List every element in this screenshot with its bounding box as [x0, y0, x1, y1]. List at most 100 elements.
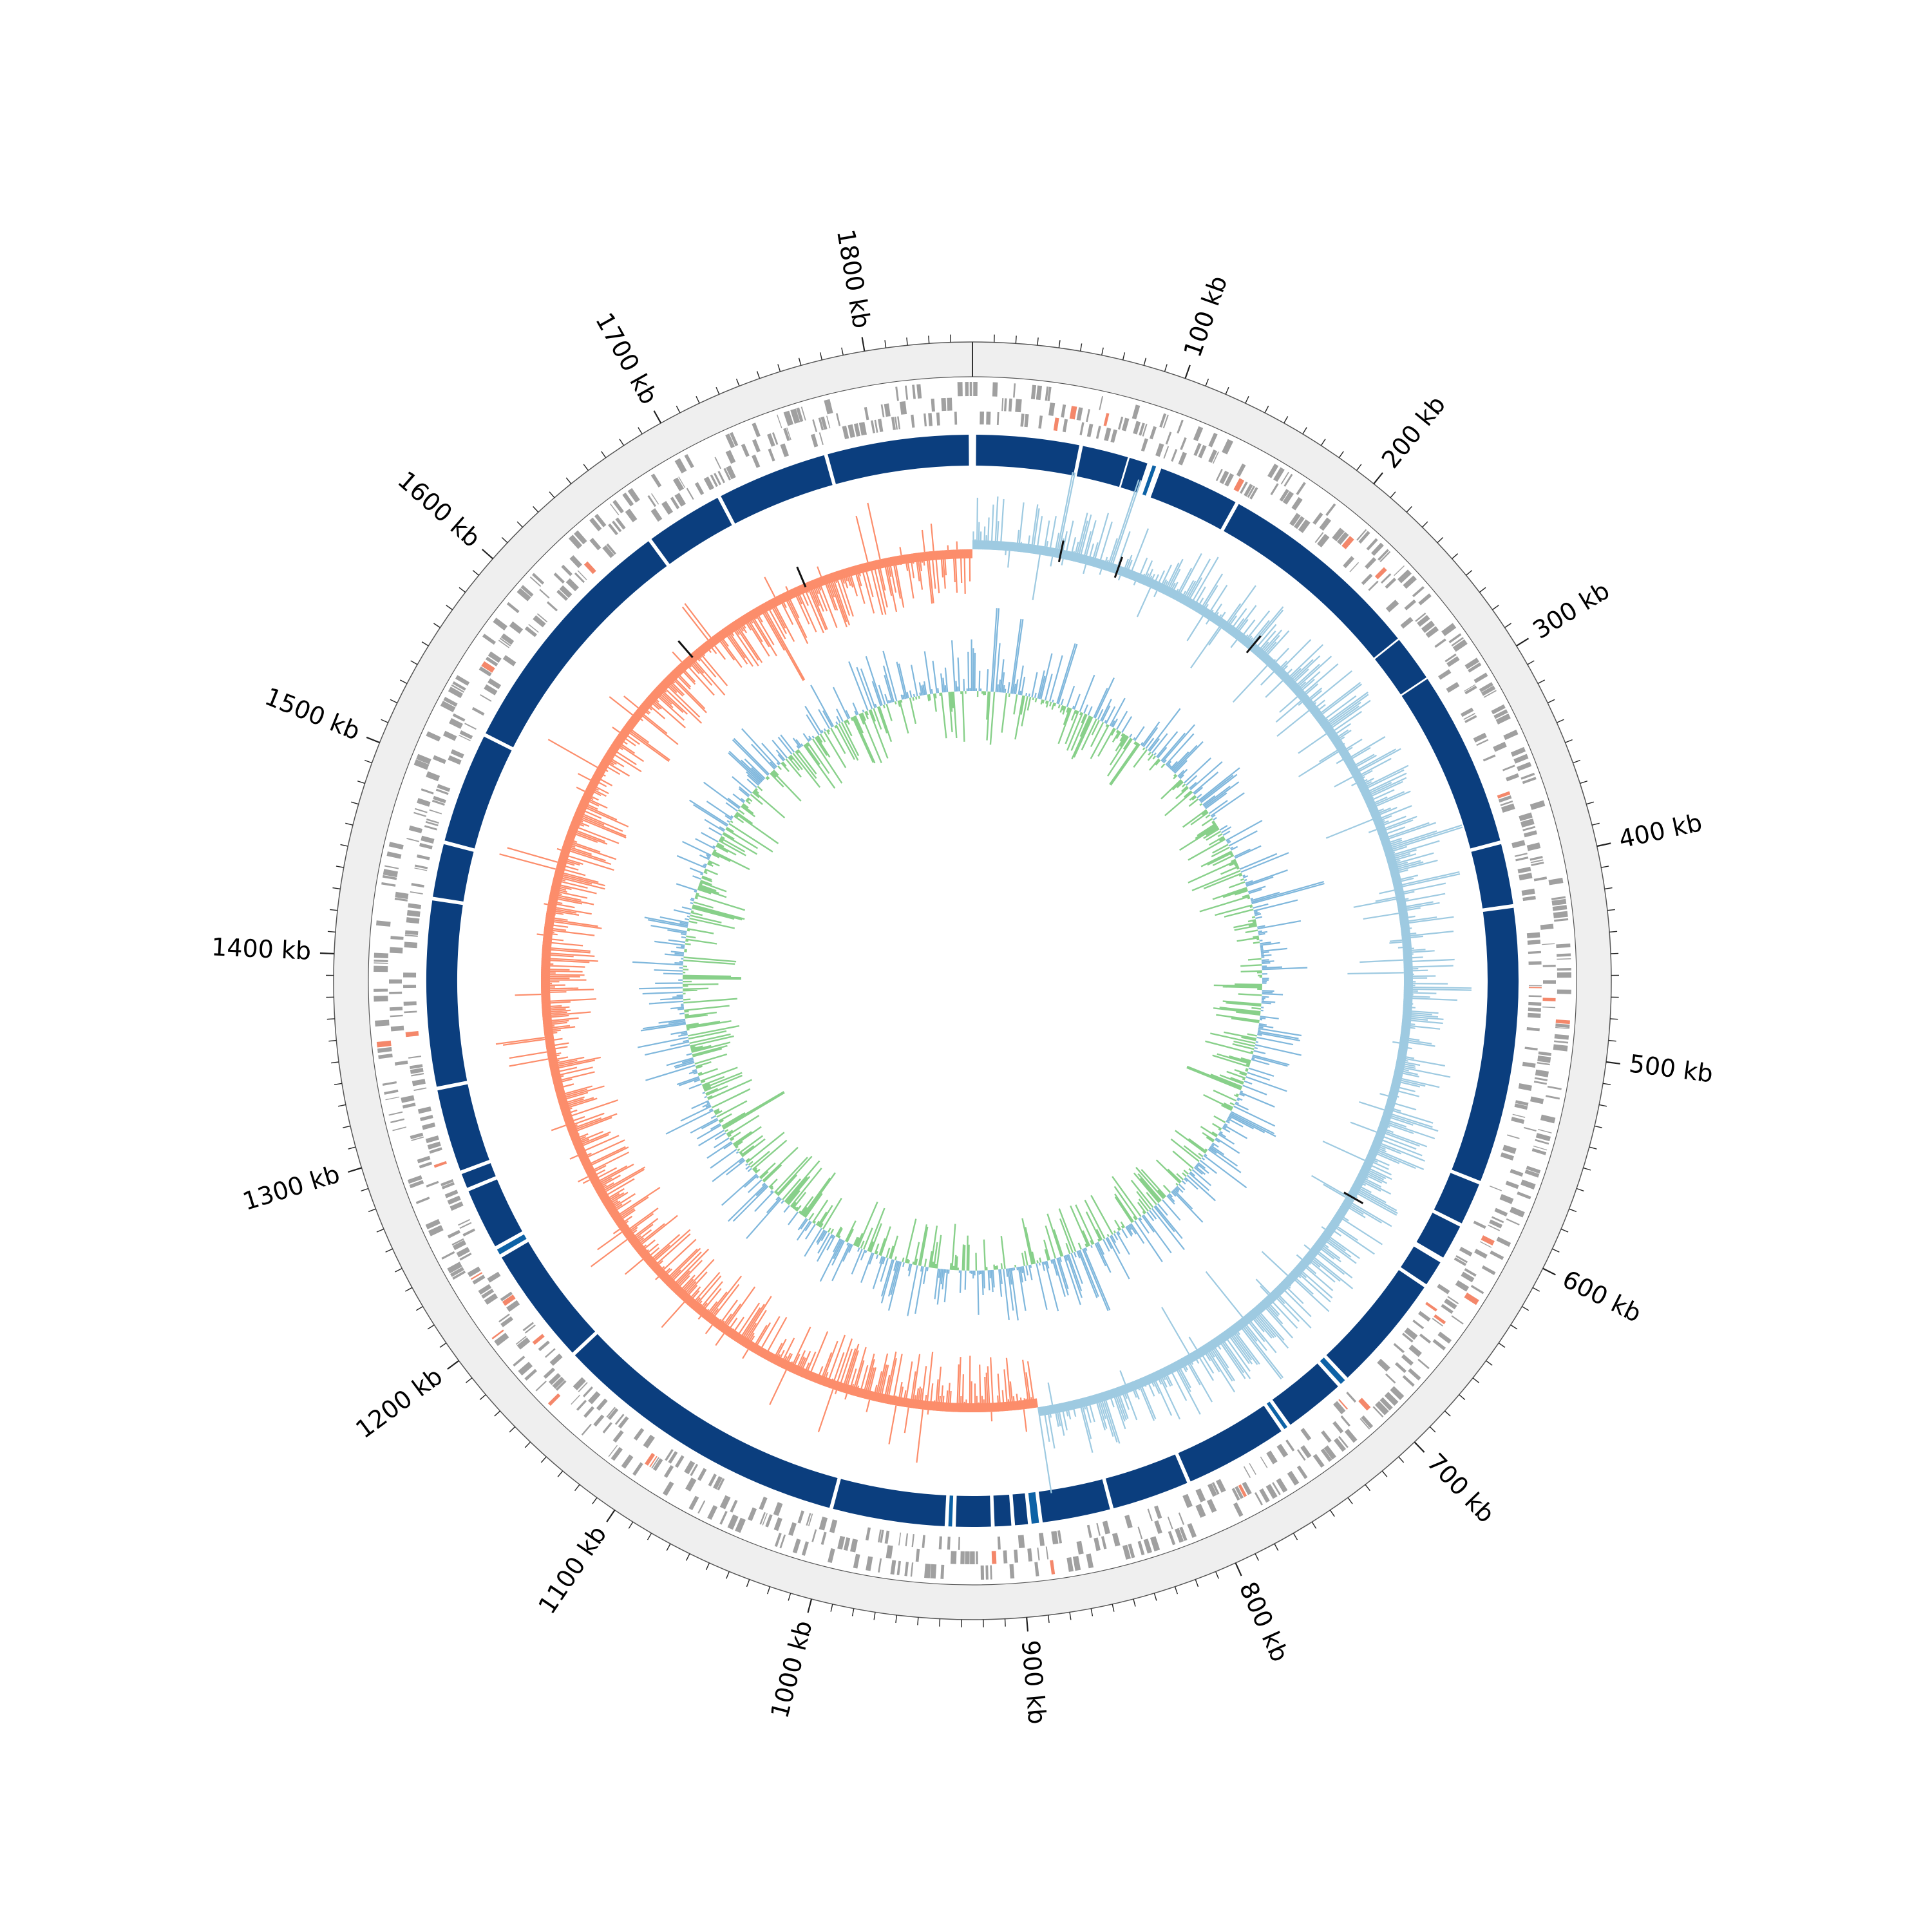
gc-content-positive	[632, 608, 1325, 1321]
gene-feature	[444, 1189, 459, 1198]
gene-feature	[1488, 1224, 1501, 1231]
gene-feature	[1371, 542, 1384, 556]
minor-tick	[364, 759, 372, 764]
gene-feature	[608, 523, 618, 536]
gene-feature	[1394, 1362, 1406, 1373]
gene-feature	[1464, 1268, 1477, 1277]
major-tick	[1235, 1562, 1242, 1577]
gene-feature	[1538, 1129, 1552, 1133]
gene-feature	[424, 825, 437, 831]
gene-feature	[1048, 402, 1056, 416]
minor-tick	[385, 1248, 393, 1253]
minor-tick	[557, 1470, 564, 1477]
gene-feature	[1361, 1415, 1374, 1429]
gene-feature	[829, 1519, 838, 1533]
gene-feature	[960, 1551, 965, 1564]
minor-tick	[1607, 909, 1615, 911]
gene-feature	[1517, 866, 1531, 874]
gene-feature	[422, 1122, 436, 1130]
gene-feature	[1523, 830, 1537, 838]
gene-feature	[719, 1511, 728, 1525]
gene-feature	[535, 1380, 547, 1392]
gene-feature	[407, 1175, 422, 1184]
gene-feature	[573, 1377, 586, 1390]
gene-feature	[406, 909, 421, 917]
gene-feature	[697, 1500, 706, 1514]
minor-tick	[705, 1562, 710, 1571]
gene-feature	[1535, 1133, 1551, 1142]
gene-feature	[1147, 1508, 1153, 1522]
gene-feature	[1526, 1027, 1540, 1032]
gene-feature	[403, 985, 417, 989]
gene-feature	[1320, 1448, 1332, 1463]
gene-feature	[1215, 469, 1223, 482]
gene-feature	[1076, 1540, 1084, 1555]
minor-tick	[819, 352, 823, 361]
gene-feature	[1459, 1246, 1473, 1257]
gene-feature	[390, 1025, 404, 1032]
major-tick	[348, 1167, 362, 1173]
minor-tick	[1527, 660, 1535, 665]
gene-feature	[448, 755, 462, 765]
gene-feature	[488, 678, 502, 690]
gene-feature	[1394, 565, 1405, 576]
gene-feature	[1493, 709, 1508, 719]
gene-feature	[1038, 415, 1043, 429]
gene-feature	[1195, 1488, 1206, 1502]
gene-feature	[1150, 1536, 1160, 1552]
gene-feature	[1434, 1314, 1446, 1325]
gene-feature	[488, 651, 502, 663]
gene-feature	[1102, 1520, 1110, 1535]
gc-content-negative	[682, 691, 1263, 1271]
gene-feature	[808, 1513, 813, 1526]
minor-tick	[1522, 1306, 1530, 1311]
gene-feature	[1425, 1302, 1437, 1312]
gene-feature	[1117, 416, 1124, 430]
major-tick	[653, 410, 662, 424]
gene-feature	[1434, 638, 1446, 648]
gene-feature	[650, 508, 663, 522]
minor-tick	[1444, 1410, 1451, 1417]
gene-feature	[389, 979, 402, 984]
gene-feature	[1259, 1488, 1270, 1503]
gene-feature	[1099, 396, 1104, 410]
gene-feature	[425, 1135, 439, 1144]
gene-feature	[478, 666, 492, 677]
gene-feature	[891, 417, 896, 430]
gene-feature	[1358, 1397, 1371, 1411]
minor-tick	[726, 1571, 730, 1579]
gene-feature	[1346, 1392, 1357, 1403]
gene-feature	[976, 1551, 978, 1564]
gene-feature	[1520, 772, 1535, 780]
gene-feature	[452, 713, 466, 722]
major-tick	[861, 337, 866, 352]
gene-feature	[1338, 1435, 1349, 1448]
major-tick	[366, 736, 380, 744]
minor-tick	[494, 1410, 501, 1417]
gene-feature	[420, 1115, 433, 1121]
gene-feature	[611, 1446, 623, 1461]
major-tick	[1184, 365, 1191, 379]
gene-feature	[588, 1391, 601, 1405]
gene-feature	[824, 399, 833, 415]
minor-tick	[336, 866, 344, 868]
major-tick	[1414, 1441, 1425, 1453]
gene-feature	[625, 508, 638, 523]
gene-feature	[382, 1081, 397, 1086]
major-tick	[447, 1359, 460, 1370]
minor-tick	[851, 1608, 855, 1616]
gene-feature	[452, 1271, 466, 1280]
gene-feature	[471, 706, 485, 716]
gene-feature	[413, 759, 430, 770]
minor-tick	[368, 1208, 376, 1213]
gene-feature	[500, 1316, 514, 1327]
gene-feature	[1446, 682, 1460, 693]
gene-feature	[1121, 417, 1130, 431]
minor-tick	[1594, 1125, 1602, 1128]
gene-feature	[1522, 1061, 1536, 1068]
gene-feature	[1530, 856, 1543, 861]
minor-tick	[1604, 887, 1613, 890]
gene-feature	[1500, 800, 1513, 806]
gene-feature	[819, 432, 824, 445]
gene-feature	[690, 1464, 699, 1477]
